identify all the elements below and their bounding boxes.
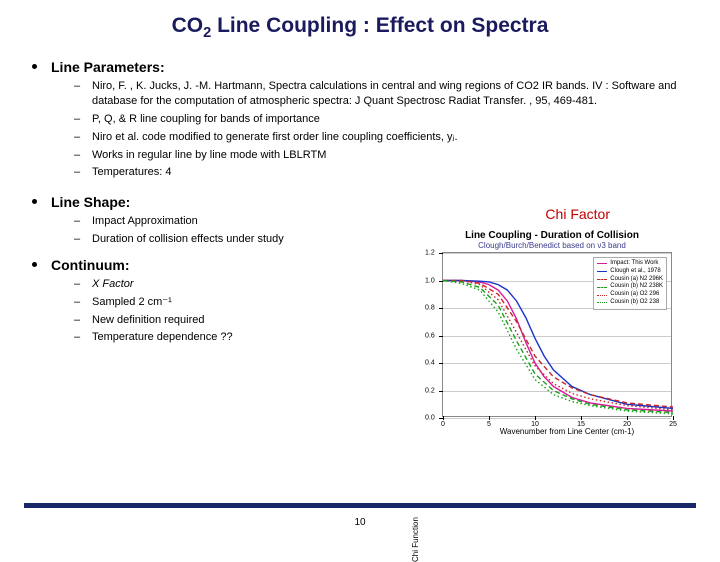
list-line-params: –Niro, F. , K. Jucks, J. -M. Hartmann, S… [32,79,708,180]
bullet-icon [32,262,37,267]
ytick: 0.4 [425,360,435,367]
xtick: 15 [577,421,585,428]
xtick: 10 [531,421,539,428]
page-number: 10 [354,517,365,528]
xtick: 25 [669,421,677,428]
list-item: –Niro, F. , K. Jucks, J. -M. Hartmann, S… [74,79,708,109]
list-item: –Temperatures: 4 [74,165,708,180]
bullet-icon [32,199,37,204]
bullet-icon [32,64,37,69]
heading-line-params: Line Parameters: [51,59,165,75]
title-sub: 2 [203,25,211,41]
chart-subtitle: Clough/Burch/Benedict based on ν3 band [412,241,692,250]
ytick: 0.0 [425,415,435,422]
list-item: –Niro et al. code modified to generate f… [74,130,708,145]
title-prefix: CO [172,14,204,37]
xtick: 20 [623,421,631,428]
xtick: 5 [487,421,491,428]
page-title: CO2 Line Coupling : Effect on Spectra [0,0,720,53]
chart-xlabel: Wavenumber from Line Center (cm-1) [442,427,692,436]
list-item: –Impact Approximation [74,214,708,229]
ytick: 0.8 [425,305,435,312]
ytick: 1.0 [425,277,435,284]
heading-line-shape: Line Shape: [51,194,130,210]
chart-plot-area: 0.00.20.40.60.81.01.20510152025Impact: T… [442,252,672,417]
chart-legend: Impact: This WorkClough et al., 1978Cous… [593,257,667,310]
chart-title: Line Coupling - Duration of Collision [412,230,692,241]
footer-bar [24,503,696,508]
section-line-parameters: Line Parameters: [32,59,708,75]
ytick: 1.2 [425,250,435,257]
title-rest: Line Coupling : Effect on Spectra [211,14,548,37]
heading-continuum: Continuum: [51,257,130,273]
chi-chart: Line Coupling - Duration of Collision Cl… [412,230,692,450]
ytick: 0.6 [425,332,435,339]
chi-factor-label: Chi Factor [545,206,610,222]
list-item: –P, Q, & R line coupling for bands of im… [74,112,708,127]
ytick: 0.2 [425,387,435,394]
list-item: –Works in regular line by line mode with… [74,148,708,163]
xtick: 0 [441,421,445,428]
